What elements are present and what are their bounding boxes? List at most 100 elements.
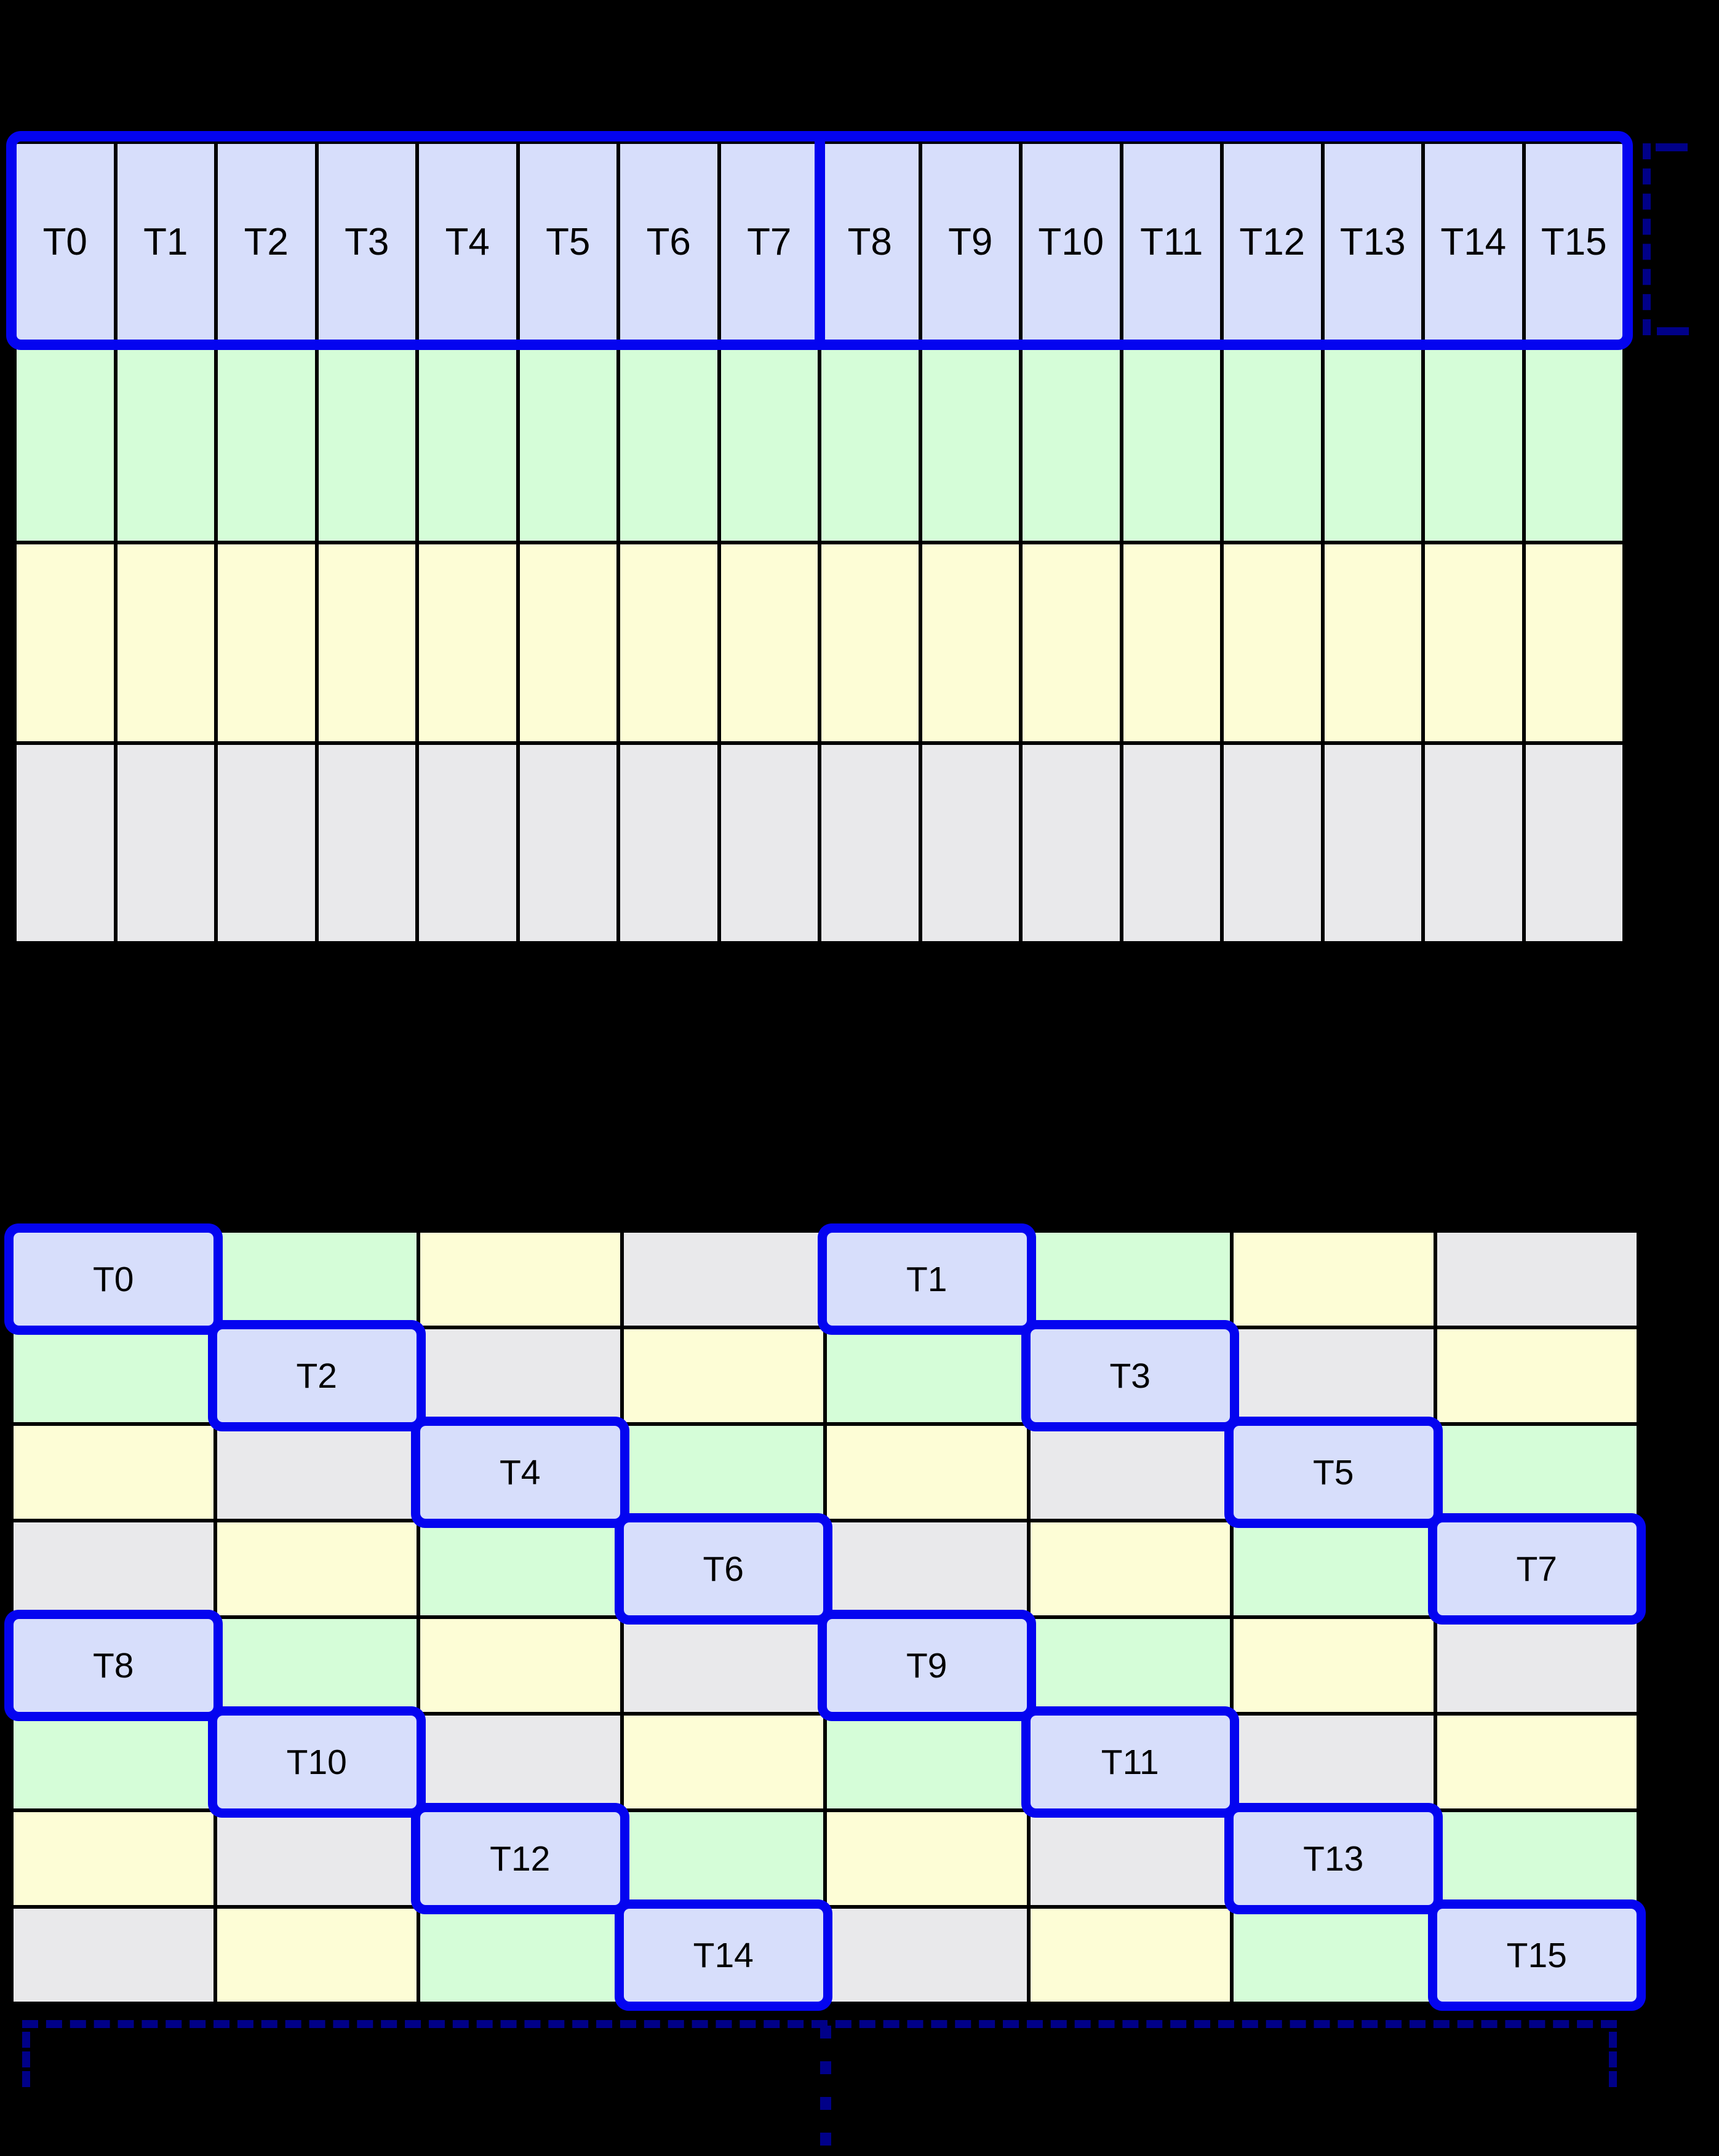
thread-label: T1	[143, 221, 188, 264]
memory-word-cell	[1123, 344, 1220, 541]
memory-word-cell	[519, 544, 616, 741]
memory-word-cell	[420, 1716, 620, 1808]
thread-access-cell: T2	[217, 1329, 417, 1422]
memory-word-cell	[720, 544, 818, 741]
memory-word-cell	[1425, 744, 1522, 941]
memory-word-cell	[827, 1329, 1027, 1422]
thread-label: T8	[92, 1645, 134, 1685]
thread-label: T7	[747, 221, 792, 264]
memory-word-cell	[1123, 744, 1220, 941]
memory-word-cell	[318, 544, 415, 741]
memory-word-cell	[1437, 1329, 1637, 1422]
memory-word-cell	[218, 744, 315, 941]
memory-word-cell	[17, 744, 114, 941]
memory-word-cell	[922, 544, 1019, 741]
memory-word-cell	[14, 1909, 213, 2002]
memory-word-cell	[318, 744, 415, 941]
memory-word-cell	[821, 544, 919, 741]
memory-word-cell	[117, 544, 214, 741]
memory-word-cell	[117, 744, 214, 941]
memory-word-cell	[14, 1812, 213, 1905]
memory-word-cell	[827, 1522, 1027, 1615]
memory-word-cell	[620, 344, 717, 541]
memory-word-cell	[218, 344, 315, 541]
right-bracket-vertical-dashed	[1643, 143, 1651, 335]
memory-word-cell	[218, 544, 315, 741]
half-warp-divider	[815, 131, 825, 350]
thread-label: T6	[646, 221, 691, 264]
memory-word-cell	[821, 344, 919, 541]
memory-word-cell	[1234, 1716, 1434, 1808]
thread-label: T0	[92, 1259, 134, 1299]
right-bracket-top-dash	[1656, 143, 1688, 151]
thread-label: T4	[445, 221, 490, 264]
continuation-dot	[820, 2097, 831, 2110]
thread-access-cell: T9	[827, 1619, 1027, 1712]
memory-word-cell	[1030, 1909, 1230, 2002]
memory-word-cell	[623, 1619, 823, 1712]
memory-word-cell	[519, 344, 616, 541]
memory-word-cell	[1224, 544, 1321, 741]
thread-cell: T4	[419, 144, 516, 341]
memory-word-cell	[419, 544, 516, 741]
memory-word-cell	[922, 744, 1019, 941]
thread-access-cell: T14	[623, 1909, 823, 2002]
memory-word-cell	[623, 1716, 823, 1808]
thread-cell: T3	[318, 144, 415, 341]
memory-word-cell	[1234, 1619, 1434, 1712]
continuation-ellipsis	[820, 2026, 831, 2146]
thread-label: T8	[847, 221, 892, 264]
memory-word-cell	[117, 344, 214, 541]
thread-label: T14	[693, 1935, 754, 1975]
memory-word-cell	[1030, 1522, 1230, 1615]
memory-word-cell	[14, 1426, 213, 1519]
memory-word-cell	[419, 344, 516, 541]
memory-word-cell	[1324, 344, 1421, 541]
thread-label: T7	[1516, 1549, 1558, 1589]
memory-word-cell	[1425, 544, 1522, 741]
thread-cell: T13	[1324, 144, 1421, 341]
thread-access-cell: T8	[14, 1619, 213, 1712]
memory-word-cell	[827, 1426, 1027, 1519]
thread-label: T12	[490, 1839, 551, 1879]
memory-word-cell	[1437, 1812, 1637, 1905]
memory-word-cell	[1234, 1909, 1434, 2002]
thread-label: T11	[1101, 1742, 1159, 1782]
continuation-dot	[820, 2133, 831, 2146]
thread-cell: T10	[1023, 144, 1120, 341]
thread-label: T13	[1339, 221, 1406, 264]
thread-label: T6	[703, 1549, 744, 1589]
memory-word-cell	[623, 1329, 823, 1422]
strided-access-grid: T0 T1 T2 T3 T4 T5 T6 T7 T8 T9 T10 T11 T12 T13 T14 T15	[10, 1229, 1640, 2005]
right-bracket-bottom-dash	[1657, 327, 1689, 335]
memory-word-cell	[217, 1619, 417, 1712]
memory-word-cell	[419, 744, 516, 941]
thread-cell: T7	[720, 144, 818, 341]
thread-access-cell: T12	[420, 1812, 620, 1905]
thread-cell: T1	[117, 144, 214, 341]
memory-word-cell	[420, 1329, 620, 1422]
memory-word-cell	[1437, 1233, 1637, 1326]
memory-word-cell	[620, 744, 717, 941]
memory-word-cell	[1224, 744, 1321, 941]
memory-word-cell	[720, 744, 818, 941]
thread-label: T14	[1440, 221, 1507, 264]
memory-word-cell	[1023, 544, 1120, 741]
thread-access-cell: T3	[1030, 1329, 1230, 1422]
thread-label: T9	[906, 1645, 947, 1685]
memory-word-cell	[620, 544, 717, 741]
memory-word-cell	[1234, 1329, 1434, 1422]
memory-word-cell	[1030, 1619, 1230, 1712]
bottom-bracket-line	[22, 2020, 1617, 2028]
memory-word-cell	[420, 1909, 620, 2002]
thread-label: T15	[1541, 221, 1607, 264]
thread-label: T5	[1312, 1452, 1354, 1492]
thread-access-cell: T10	[217, 1716, 417, 1808]
memory-word-cell	[420, 1619, 620, 1712]
memory-word-cell	[519, 744, 616, 941]
thread-label: T3	[1109, 1356, 1151, 1396]
thread-access-cell: T6	[623, 1522, 823, 1615]
memory-word-cell	[318, 344, 415, 541]
memory-word-cell	[1324, 744, 1421, 941]
memory-word-cell	[217, 1233, 417, 1326]
